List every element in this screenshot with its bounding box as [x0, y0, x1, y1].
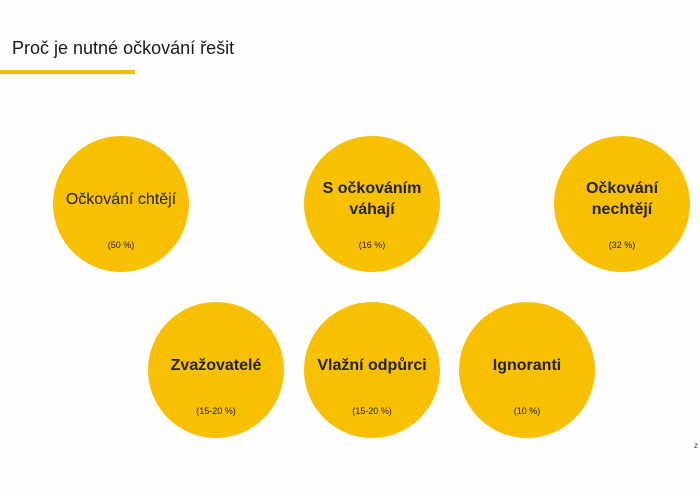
circle: Očkování chtějí (50 %) [53, 136, 189, 272]
circle: S očkováním váhají (16 %) [304, 136, 440, 272]
node-note: (15-20 %) [196, 406, 236, 416]
node-note: (32 %) [608, 240, 636, 250]
circle: Ignoranti (10 %) [459, 302, 595, 438]
node-note: (50 %) [107, 240, 135, 250]
circle: Očkování nechtějí (32 %) [554, 136, 690, 272]
slide-title: Proč je nutné očkování řešit [12, 38, 235, 58]
footer: z [694, 441, 698, 450]
circle: Vlažní odpůrci (15-20 %) [304, 302, 440, 438]
node-label: Očkování nechtějí [585, 180, 659, 218]
node-label: Zvažovatelé [170, 356, 262, 374]
node-label: Očkování chtějí [65, 190, 177, 208]
node-note: (16 %) [358, 240, 386, 250]
node-label: S očkováním váhají [322, 180, 422, 218]
circle: Zvažovatelé (15-20 %) [148, 302, 284, 438]
node-note: (15-20 %) [352, 406, 392, 416]
node-label: Vlažní odpůrci [317, 356, 427, 374]
node-note: (10 %) [513, 406, 541, 416]
node-label: Ignoranti [492, 356, 562, 374]
title-underline [0, 70, 135, 74]
